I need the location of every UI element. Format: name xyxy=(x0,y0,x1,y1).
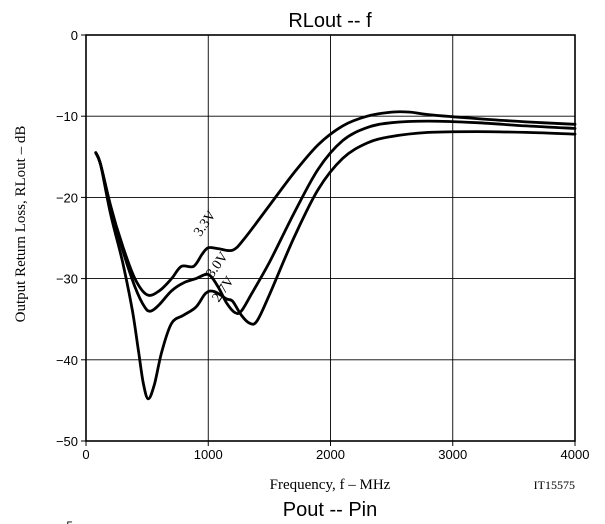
figure-code: IT15575 xyxy=(534,478,575,492)
x-axis-label: Frequency, f – MHz xyxy=(270,477,391,493)
y-axis-label: Output Return Loss, RLout – dB xyxy=(13,126,29,323)
series-layer xyxy=(94,110,577,401)
y-tick-label: −10 xyxy=(56,109,78,124)
y-tick-label: −20 xyxy=(56,190,78,205)
grid-lines xyxy=(86,35,575,441)
y-tick-label: −50 xyxy=(56,434,78,449)
series-line xyxy=(94,130,577,401)
x-tick-label: 2000 xyxy=(316,447,345,462)
next-chart-tick-label: 5 xyxy=(66,519,73,524)
x-tick-label: 1000 xyxy=(194,447,223,462)
next-chart-title: Pout -- Pin xyxy=(283,499,377,521)
chart-title: RLout -- f xyxy=(288,10,372,32)
axis-ticks: 0 1000 2000 3000 4000 0 −10 −20 −30 −40 −50 xyxy=(56,28,590,462)
series-labels: 3.3V3.0V2.7V xyxy=(191,208,237,305)
x-tick-label: 3000 xyxy=(438,447,467,462)
y-tick-label: −30 xyxy=(56,272,78,287)
x-tick-label: 0 xyxy=(82,447,89,462)
series-line xyxy=(94,110,577,297)
series-label: 3.3V xyxy=(191,208,219,239)
series-line xyxy=(94,119,577,315)
x-tick-label: 4000 xyxy=(561,447,590,462)
y-tick-label: 0 xyxy=(71,28,78,43)
y-tick-label: −40 xyxy=(56,353,78,368)
